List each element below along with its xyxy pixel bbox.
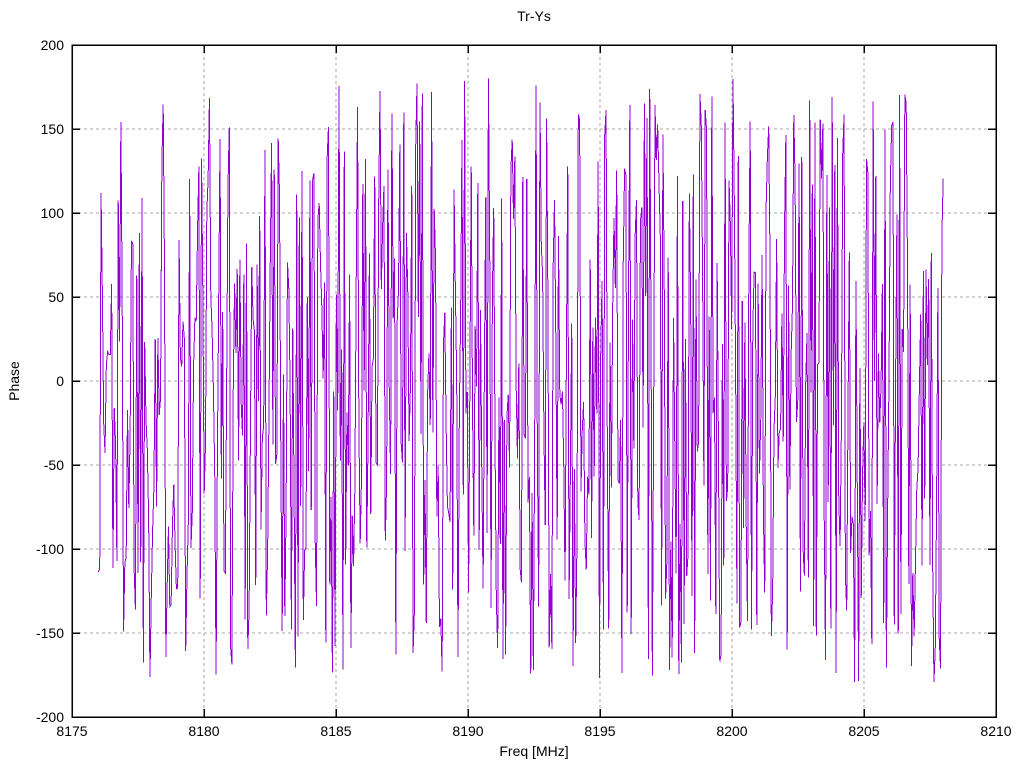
y-tick-label: 150 bbox=[40, 121, 64, 137]
y-tick-label: 100 bbox=[40, 205, 64, 221]
y-tick-label: -100 bbox=[35, 541, 64, 557]
y-tick-label: -150 bbox=[35, 625, 64, 641]
y-tick-label: 50 bbox=[48, 289, 64, 305]
x-tick-label: 8175 bbox=[56, 723, 88, 739]
y-tick-label: 200 bbox=[40, 37, 64, 53]
y-tick-label: 0 bbox=[56, 373, 64, 389]
x-tick-label: 8190 bbox=[452, 723, 484, 739]
plot-border bbox=[71, 44, 997, 718]
x-tick-label: 8205 bbox=[848, 723, 880, 739]
x-tick-label: 8180 bbox=[188, 723, 220, 739]
x-tick-label: 8185 bbox=[320, 723, 352, 739]
x-axis-label: Freq [MHz] bbox=[499, 743, 569, 759]
x-tick-label: 8200 bbox=[716, 723, 748, 739]
chart-title: Tr-Ys bbox=[517, 8, 551, 24]
x-tick-label: 8195 bbox=[584, 723, 616, 739]
y-tick-label: -50 bbox=[43, 457, 64, 473]
phase-trace bbox=[97, 78, 944, 683]
x-tick-label: 8210 bbox=[980, 723, 1012, 739]
y-tick-label: -200 bbox=[35, 709, 64, 725]
